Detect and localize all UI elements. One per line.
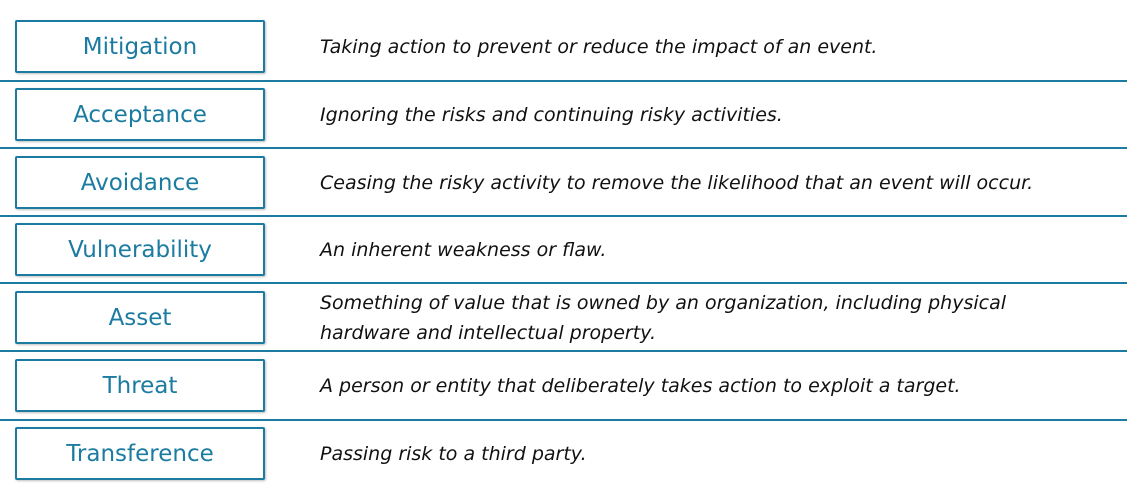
row-divider bbox=[0, 80, 1127, 82]
row-divider bbox=[0, 282, 1127, 284]
definition-avoidance: Ceasing the risky activity to remove the… bbox=[320, 171, 1034, 194]
definition-acceptance: Ignoring the risks and continuing risky … bbox=[320, 103, 783, 126]
definition-transference: Passing risk to a third party. bbox=[320, 442, 587, 465]
row-divider bbox=[0, 147, 1127, 149]
definition-vulnerability: An inherent weakness or flaw. bbox=[320, 238, 607, 261]
term-row-threat: Threat A person or entity that deliberat… bbox=[0, 359, 1127, 426]
term-box-transference: Transference bbox=[15, 427, 265, 480]
row-divider bbox=[0, 419, 1127, 421]
term-box-mitigation: Mitigation bbox=[15, 20, 265, 73]
term-row-acceptance: Acceptance Ignoring the risks and contin… bbox=[0, 88, 1127, 155]
row-divider bbox=[0, 350, 1127, 352]
term-row-avoidance: Avoidance Ceasing the risky activity to … bbox=[0, 156, 1127, 223]
term-box-acceptance: Acceptance bbox=[15, 88, 265, 141]
term-box-avoidance: Avoidance bbox=[15, 156, 265, 209]
definition-threat: A person or entity that deliberately tak… bbox=[320, 374, 961, 397]
term-row-asset: Asset Something of value that is owned b… bbox=[0, 291, 1127, 358]
term-row-mitigation: Mitigation Taking action to prevent or r… bbox=[0, 20, 1127, 87]
term-box-asset: Asset bbox=[15, 291, 265, 344]
definition-asset: Something of value that is owned by an o… bbox=[320, 291, 1007, 344]
term-box-threat: Threat bbox=[15, 359, 265, 412]
row-divider bbox=[0, 215, 1127, 217]
term-box-vulnerability: Vulnerability bbox=[15, 223, 265, 276]
term-row-transference: Transference Passing risk to a third par… bbox=[0, 427, 1127, 494]
term-row-vulnerability: Vulnerability An inherent weakness or fl… bbox=[0, 223, 1127, 290]
definition-mitigation: Taking action to prevent or reduce the i… bbox=[320, 35, 878, 58]
